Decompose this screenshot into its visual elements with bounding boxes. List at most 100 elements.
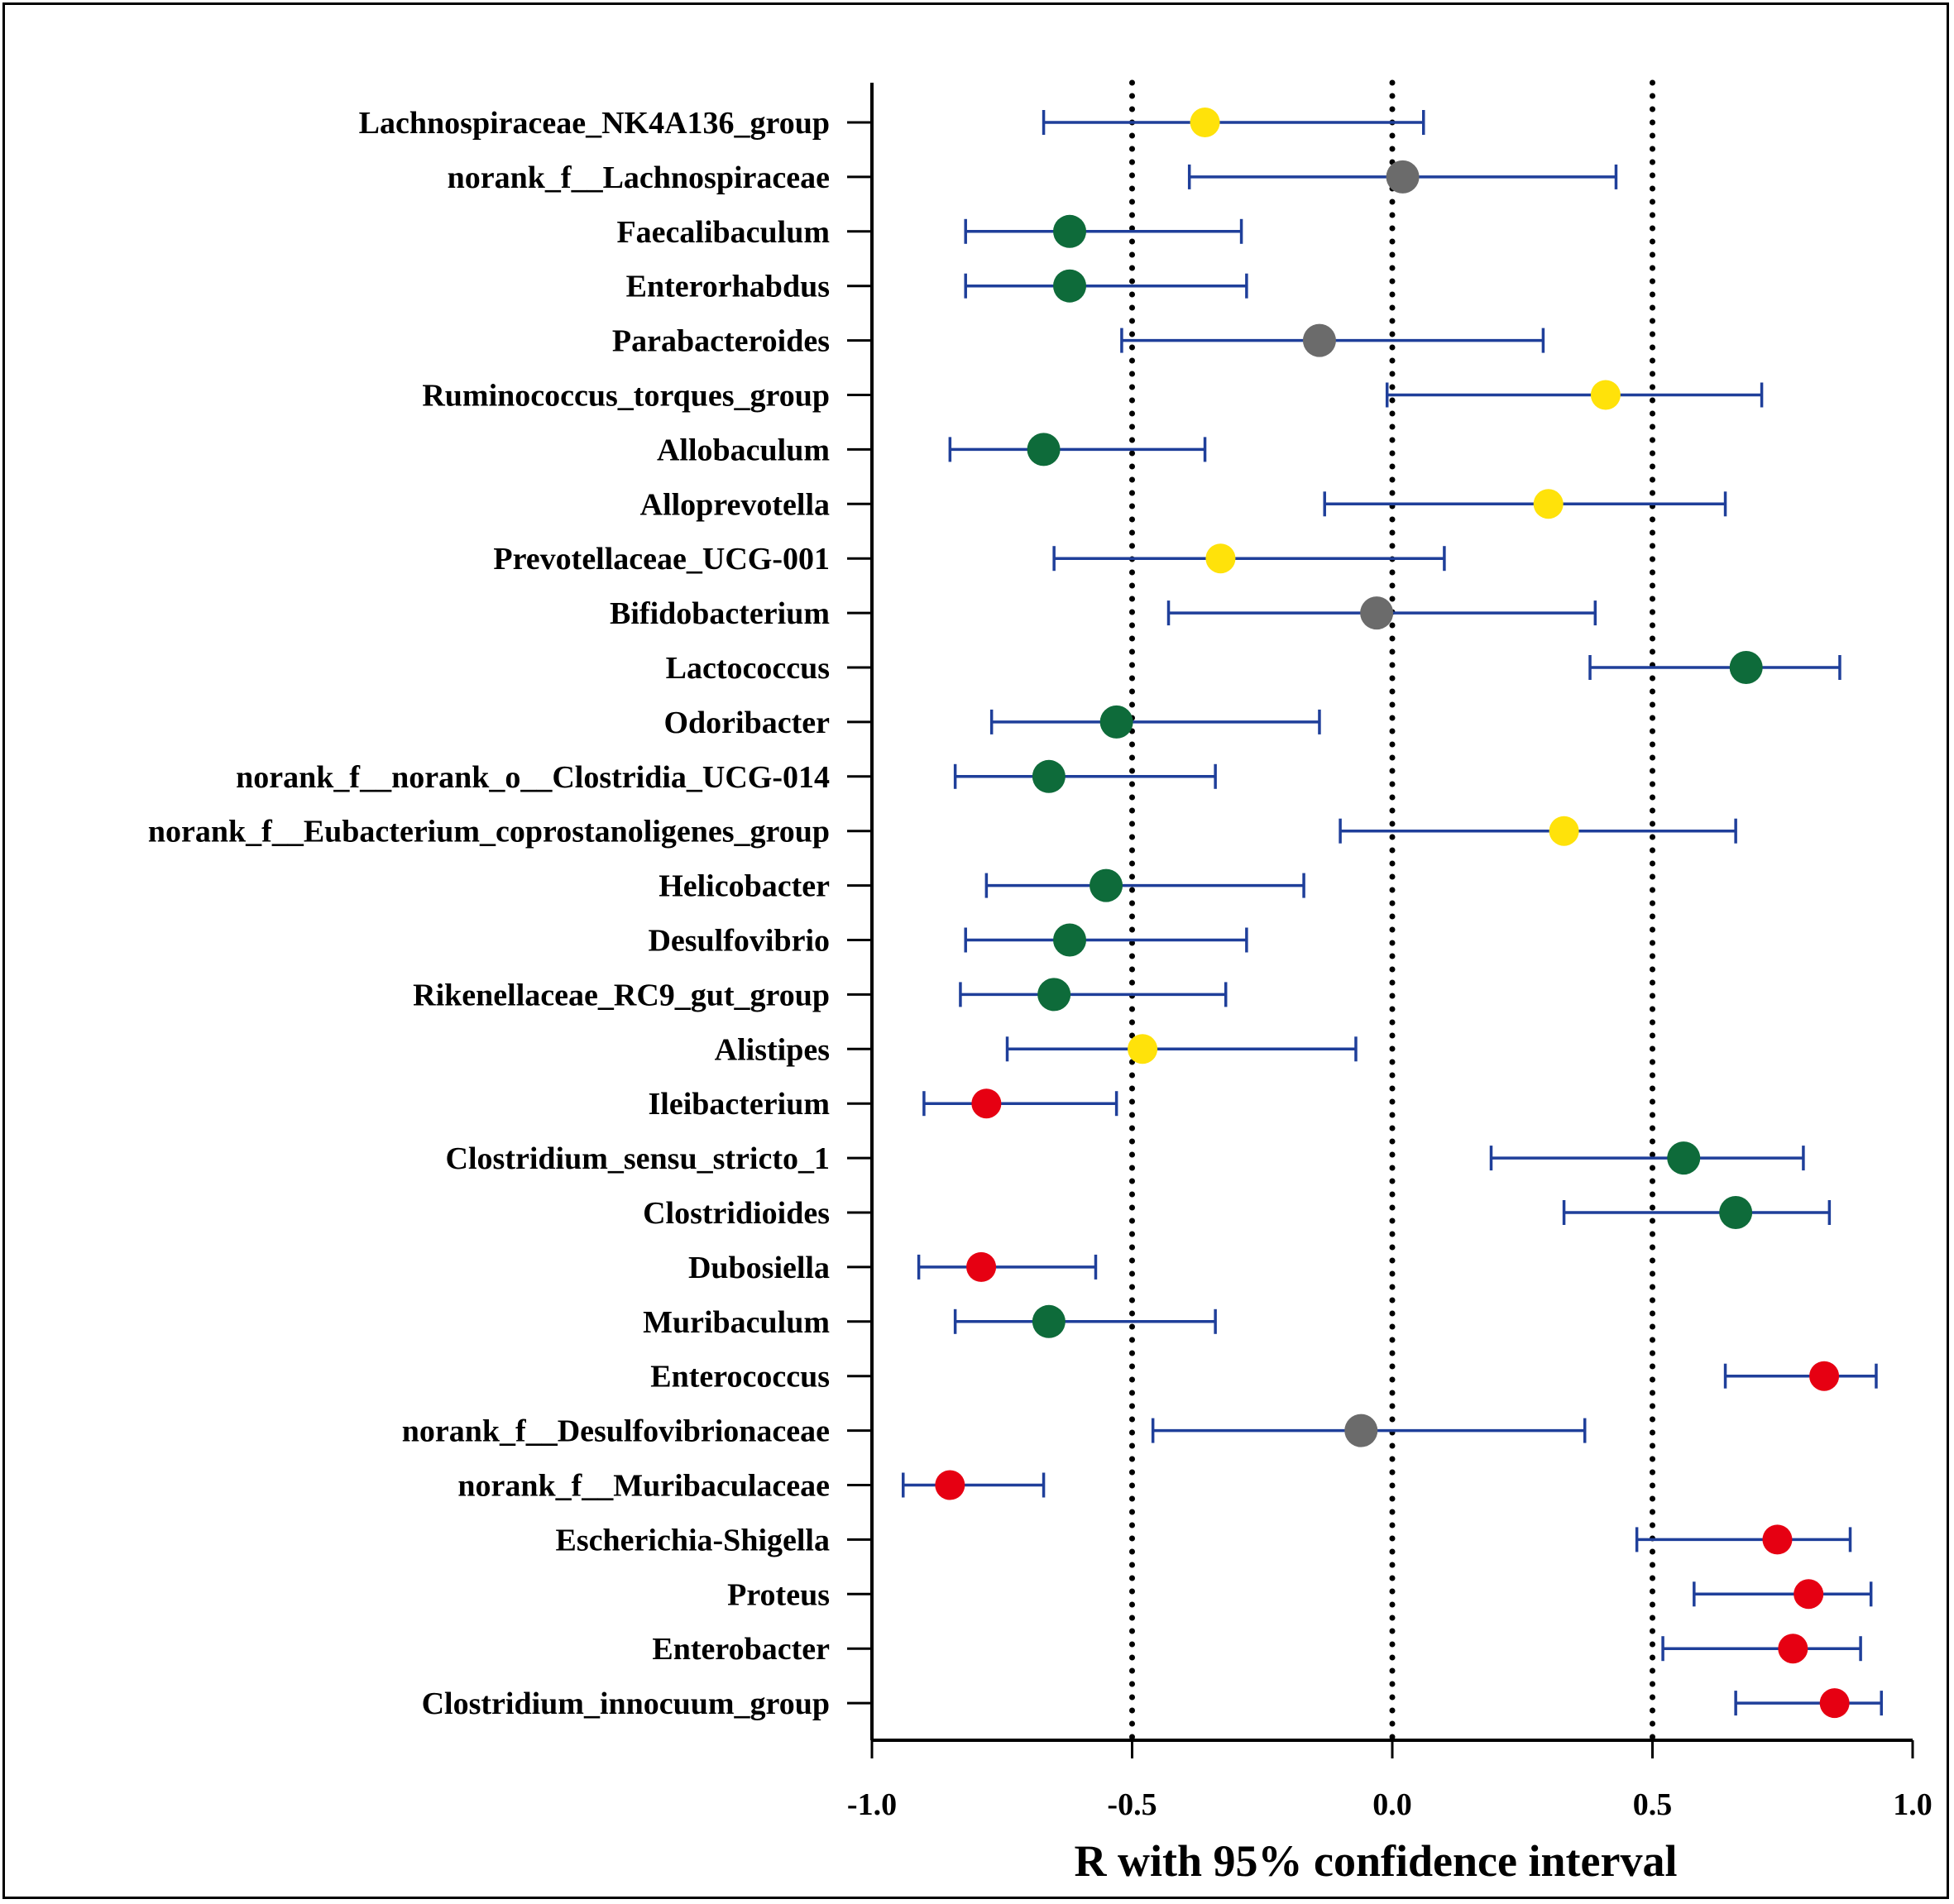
estimate-point bbox=[1037, 978, 1071, 1012]
row-label: Odoribacter bbox=[663, 706, 830, 740]
row-label: Ruminococcus_torques_group bbox=[422, 379, 830, 414]
estimate-point bbox=[1099, 705, 1133, 739]
x-tick-label: -1.0 bbox=[847, 1787, 897, 1822]
row-label: Desulfovibrio bbox=[648, 924, 830, 959]
x-tick-label: -0.5 bbox=[1107, 1787, 1157, 1822]
forest-row: Clostridium_sensu_stricto_1 bbox=[446, 1141, 1805, 1176]
forest-row: Helicobacter bbox=[659, 868, 1305, 904]
row-label: Rikenellaceae_RC9_gut_group bbox=[413, 978, 830, 1012]
estimate-point bbox=[1053, 923, 1087, 957]
estimate-point bbox=[1590, 380, 1621, 410]
row-label: Allobaculum bbox=[657, 433, 830, 467]
forest-row: Clostridioides bbox=[643, 1196, 1832, 1231]
row-label: Proteus bbox=[727, 1577, 830, 1612]
estimate-point bbox=[971, 1088, 1002, 1119]
forest-row: Enterobacter bbox=[652, 1632, 1862, 1667]
row-label: Muribaculum bbox=[643, 1305, 830, 1340]
estimate-point bbox=[1778, 1634, 1808, 1664]
estimate-point bbox=[1809, 1361, 1840, 1391]
estimate-point bbox=[1344, 1414, 1378, 1447]
estimate-point bbox=[1053, 214, 1087, 248]
estimate-point bbox=[1360, 596, 1394, 630]
estimate-point bbox=[1549, 816, 1579, 846]
estimate-point bbox=[966, 1251, 997, 1282]
forest-row: norank_f__norank_o__Clostridia_UCG-014 bbox=[236, 759, 1217, 795]
forest-row: norank_f__Muribaculaceae bbox=[457, 1469, 1046, 1504]
x-axis-label: R with 95% confidence interval bbox=[1075, 1836, 1678, 1886]
forest-row: Lactococcus bbox=[666, 651, 1841, 686]
row-label: Clostridioides bbox=[643, 1196, 830, 1231]
estimate-point bbox=[1027, 433, 1061, 466]
row-label: norank_f__Desulfovibrionaceae bbox=[402, 1414, 830, 1449]
estimate-point bbox=[1819, 1688, 1850, 1719]
row-label: Clostridium_innocuum_group bbox=[422, 1686, 830, 1721]
forest-rows: Lachnospiraceae_NK4A136_group norank_f__L… bbox=[148, 106, 1884, 1721]
estimate-point bbox=[1667, 1141, 1701, 1175]
estimate-point bbox=[1729, 651, 1763, 684]
row-label: Faecalibaculum bbox=[616, 215, 830, 250]
estimate-point bbox=[1090, 868, 1123, 902]
row-label: norank_f__Lachnospiraceae bbox=[448, 160, 830, 195]
row-label: norank_f__norank_o__Clostridia_UCG-014 bbox=[236, 760, 830, 795]
forest-row: norank_f__Desulfovibrionaceae bbox=[402, 1414, 1587, 1449]
forest-row: Rikenellaceae_RC9_gut_group bbox=[413, 978, 1228, 1012]
forest-row: Faecalibaculum bbox=[616, 214, 1243, 250]
estimate-point bbox=[1032, 1304, 1066, 1338]
forest-row: norank_f__Lachnospiraceae bbox=[448, 160, 1618, 195]
row-label: norank_f__Muribaculaceae bbox=[457, 1469, 830, 1504]
estimate-point bbox=[1794, 1579, 1824, 1610]
forest-row: Escherichia-Shigella bbox=[556, 1523, 1852, 1557]
x-tick-label: 1.0 bbox=[1893, 1787, 1932, 1822]
forest-row: Prevotellaceae_UCG-001 bbox=[493, 542, 1446, 576]
forest-row: Clostridium_innocuum_group bbox=[422, 1686, 1884, 1721]
row-label: Lachnospiraceae_NK4A136_group bbox=[359, 106, 830, 141]
row-label: Helicobacter bbox=[659, 869, 830, 904]
forest-row: Proteus bbox=[727, 1577, 1873, 1612]
forest-row: Allobaculum bbox=[657, 433, 1207, 467]
row-label: Alloprevotella bbox=[640, 487, 830, 522]
forest-row: Desulfovibrio bbox=[648, 923, 1248, 959]
row-label: Enterorhabdus bbox=[626, 270, 830, 304]
row-label: Escherichia-Shigella bbox=[556, 1523, 830, 1557]
estimate-point bbox=[1128, 1034, 1158, 1064]
forest-row: Lachnospiraceae_NK4A136_group bbox=[359, 106, 1425, 141]
forest-row: Odoribacter bbox=[663, 705, 1321, 740]
row-label: Prevotellaceae_UCG-001 bbox=[493, 542, 830, 576]
reference-lines bbox=[1129, 79, 1655, 1744]
estimate-point bbox=[1386, 160, 1420, 194]
forest-row: Alistipes bbox=[715, 1032, 1358, 1067]
row-label: norank_f__Eubacterium_coprostanoligenes_… bbox=[148, 815, 830, 849]
estimate-point bbox=[935, 1470, 965, 1500]
forest-row: Ileibacterium bbox=[648, 1087, 1118, 1122]
row-label: Ileibacterium bbox=[648, 1087, 830, 1122]
estimate-point bbox=[1053, 269, 1087, 303]
row-label: Lactococcus bbox=[666, 651, 830, 686]
forest-row: Enterorhabdus bbox=[626, 269, 1248, 304]
estimate-point bbox=[1533, 489, 1564, 519]
estimate-point bbox=[1762, 1524, 1793, 1555]
estimate-point bbox=[1205, 543, 1236, 574]
forest-row: Ruminococcus_torques_group bbox=[422, 379, 1764, 414]
forest-row: norank_f__Eubacterium_coprostanoligenes_… bbox=[148, 815, 1737, 849]
forest-row: Bifidobacterium bbox=[610, 596, 1597, 631]
x-tick-label: 0.5 bbox=[1633, 1787, 1673, 1822]
forest-row: Alloprevotella bbox=[640, 487, 1727, 522]
row-label: Clostridium_sensu_stricto_1 bbox=[446, 1141, 830, 1176]
estimate-point bbox=[1719, 1196, 1753, 1229]
estimate-point bbox=[1032, 759, 1066, 793]
estimate-point bbox=[1190, 108, 1220, 137]
row-label: Enterococcus bbox=[650, 1360, 830, 1395]
forest-row: Parabacteroides bbox=[612, 323, 1545, 359]
row-label: Parabacteroides bbox=[612, 324, 830, 359]
x-tick-label: 0.0 bbox=[1372, 1787, 1412, 1822]
forest-row: Dubosiella bbox=[688, 1251, 1098, 1285]
row-label: Alistipes bbox=[715, 1032, 830, 1067]
row-label: Bifidobacterium bbox=[610, 596, 830, 631]
forest-row: Enterococcus bbox=[650, 1360, 1878, 1395]
row-label: Dubosiella bbox=[688, 1251, 830, 1285]
x-axis-ticks: -1.0 -0.5 0.0 0.5 1.0 bbox=[847, 1740, 1932, 1822]
estimate-point bbox=[1302, 323, 1336, 357]
forest-row: Muribaculum bbox=[643, 1304, 1217, 1340]
